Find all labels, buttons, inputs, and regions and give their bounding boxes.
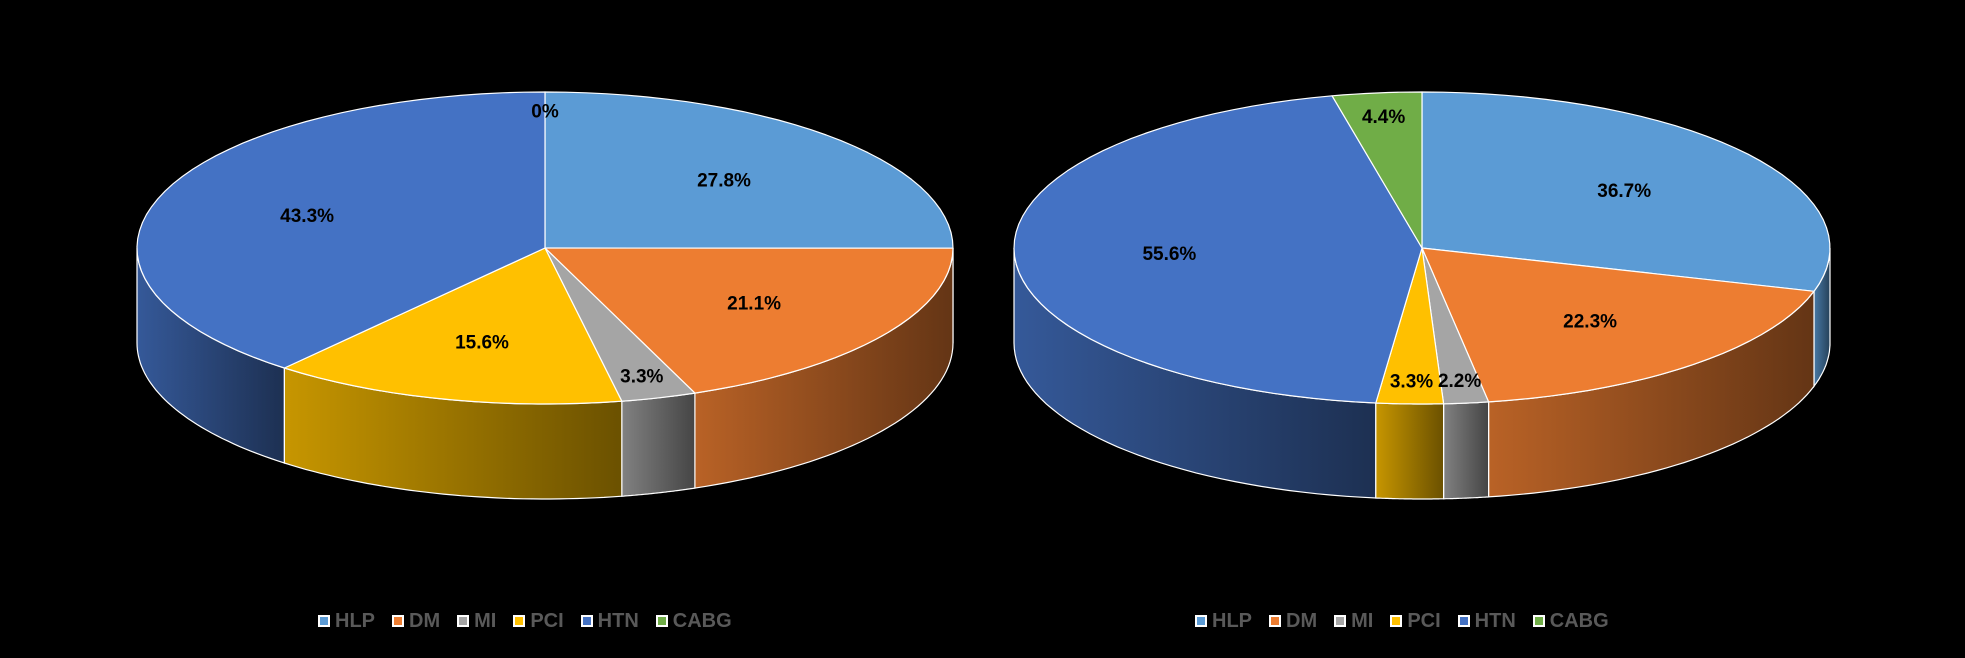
data-label-dm: 22.3% — [1563, 311, 1617, 332]
legend-swatch — [457, 615, 470, 627]
data-label-mi: 3.3% — [620, 366, 663, 387]
legend-label: CABG — [1549, 610, 1609, 632]
data-label-htn: 43.3% — [280, 206, 334, 227]
slice-htn — [136, 91, 546, 369]
data-label-cabg: 0% — [531, 102, 559, 123]
data-label-dm: 21.1% — [727, 294, 781, 315]
legend-label: HLP — [1212, 610, 1252, 632]
legend-item-cabg: CABG — [655, 610, 732, 632]
legend-label: HTN — [1474, 610, 1516, 632]
slice-htn — [1013, 95, 1423, 404]
legend-item-mi: MI — [457, 611, 496, 631]
legend-swatch — [1269, 615, 1281, 627]
legend-swatch — [1390, 615, 1403, 627]
legend-label: DM — [1286, 610, 1318, 632]
data-label-hlp: 27.8% — [697, 171, 751, 192]
slice-side-mi — [1443, 401, 1490, 500]
data-label-mi: 2.2% — [1438, 371, 1481, 392]
legend-swatch — [392, 615, 404, 627]
legend-swatch — [1457, 615, 1470, 627]
legend-item-pci: PCI — [513, 610, 564, 632]
slice-pci — [1375, 247, 1445, 405]
legend-item-mi: MI — [1334, 611, 1373, 631]
legend-label: PCI — [530, 610, 564, 632]
slice-cabg — [1331, 91, 1423, 249]
data-label-pci: 15.6% — [455, 333, 509, 354]
legend-label: HTN — [597, 610, 639, 632]
data-label-htn: 55.6% — [1142, 244, 1196, 265]
legend-item-pci: PCI — [1390, 610, 1441, 632]
legend-swatch — [1195, 615, 1207, 627]
data-label-hlp: 36.7% — [1597, 181, 1651, 202]
slice-dm — [544, 247, 954, 394]
pie-chart-right: 36.7% 22.3% 2.2%3.3% 55.6% 4.4% — [1013, 91, 1831, 500]
legend-item-dm: DM — [392, 611, 440, 631]
legend-label: MI — [1351, 610, 1374, 632]
slice-mi — [544, 247, 696, 402]
legend-right: HLP DM MI PCI HTN CABG — [1195, 611, 1609, 631]
legend-swatch — [1334, 615, 1347, 627]
legend-label: PCI — [1407, 610, 1441, 632]
legend-left: HLP DM MI PCI HTN CABG — [318, 611, 732, 631]
legend-swatch — [655, 615, 668, 627]
legend-label: HLP — [335, 610, 375, 632]
legend-item-hlp: HLP — [318, 611, 375, 631]
slice-hlp — [1421, 91, 1831, 292]
slice-side-mi — [621, 392, 696, 497]
slice-pci — [283, 247, 623, 405]
legend-swatch — [1532, 615, 1545, 627]
legend-item-htn: HTN — [1457, 610, 1516, 632]
pie-chart-left: 27.8% 21.1% 3.3% 15.6% 43.3% 0% — [136, 91, 954, 500]
slice-dm — [1421, 247, 1815, 403]
legend-label: CABG — [672, 610, 732, 632]
legend-swatch — [580, 615, 593, 627]
slice-hlp — [544, 91, 954, 249]
legend-swatch — [318, 615, 330, 627]
legend-label: MI — [474, 610, 497, 632]
legend-item-dm: DM — [1269, 611, 1317, 631]
legend-swatch — [513, 615, 526, 627]
data-label-pci: 3.3% — [1390, 372, 1433, 393]
legend-item-hlp: HLP — [1195, 611, 1252, 631]
data-label-cabg: 4.4% — [1362, 107, 1405, 128]
legend-label: DM — [409, 610, 441, 632]
slice-side-pci — [1375, 402, 1445, 500]
legend-item-cabg: CABG — [1532, 610, 1609, 632]
legend-item-htn: HTN — [580, 610, 639, 632]
